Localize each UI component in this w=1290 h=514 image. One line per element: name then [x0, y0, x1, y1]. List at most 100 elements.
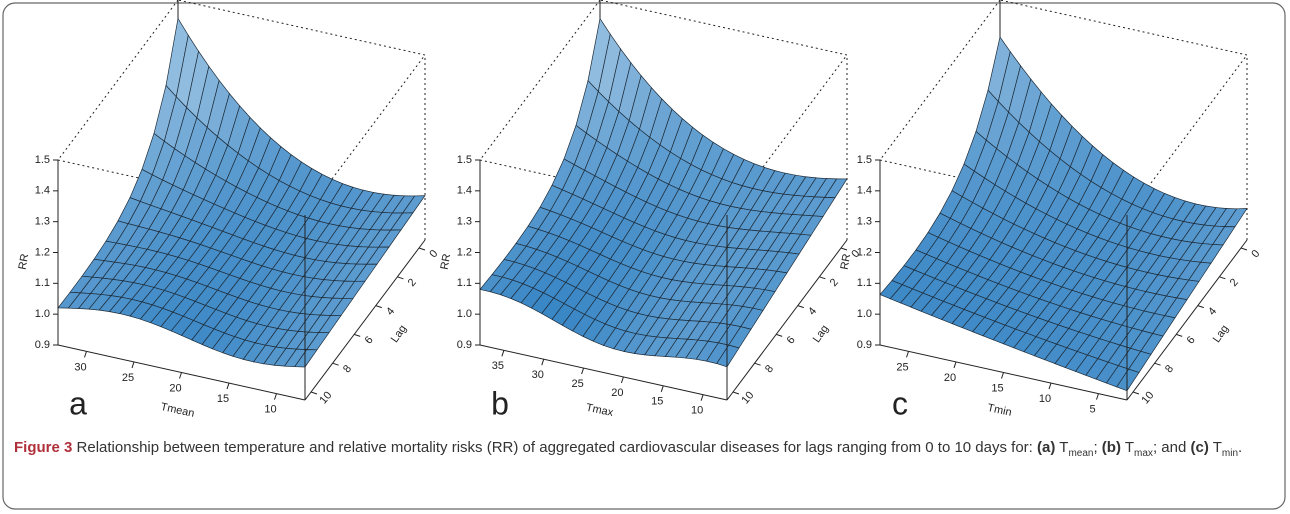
x-tick [501, 350, 505, 357]
x-tick [179, 372, 182, 379]
caption-text: Relationship between temperature and rel… [76, 439, 1033, 456]
x-tick-label: 35 [492, 360, 504, 372]
part-after: ; and [1152, 439, 1187, 456]
x-axis [479, 344, 728, 401]
z-tick-label: 1.3 [857, 216, 872, 228]
x-tick-label: 30 [74, 361, 86, 373]
lag-tick-label: 8 [1163, 363, 1176, 375]
lag-tick [819, 276, 826, 280]
lag-tick-label: 2 [828, 277, 841, 289]
part-subscript: mean [1068, 448, 1094, 459]
lag-tick [332, 362, 339, 366]
box-edge [1126, 54, 1248, 216]
surface-cell [1116, 368, 1140, 392]
lag-tick [732, 391, 740, 395]
z-tick-label: 0.9 [857, 339, 872, 351]
x-tick-label: 10 [264, 404, 276, 416]
x-tick-label: 15 [991, 382, 1003, 394]
lag-tick [754, 362, 761, 366]
caption-label: Figure 3 [14, 439, 73, 456]
caption-part: (c) Tmin. [1190, 439, 1242, 459]
box-edge [304, 54, 426, 216]
lag-tick-label: 8 [341, 363, 354, 375]
x-tick-label: 5 [1089, 404, 1095, 416]
box-edge [57, 0, 179, 161]
lag-tick [1154, 362, 1161, 366]
lag-tick-label: 2 [1228, 277, 1241, 289]
x-tick [906, 351, 909, 358]
part-subscript: max [1134, 448, 1153, 459]
x-tick-label: 25 [571, 378, 583, 390]
lag-axis-label: Lag [389, 323, 409, 345]
z-tick-label: 1.1 [857, 277, 872, 289]
box-edge [999, 0, 1248, 56]
lag-tick [840, 247, 848, 251]
x-tick-label: 25 [896, 361, 908, 373]
panel: 0.9 1.0 1.1 1.2 1.3 1.4 1.5 RR 25 20 15 10 5 Tmin 0 2 4 6… [839, 0, 1262, 421]
lag-tick [1197, 305, 1204, 309]
z-tick-label: 1.0 [457, 308, 472, 320]
caption: Figure 3 Relationship between temperatur… [14, 436, 1264, 466]
x-tick-label: 20 [169, 382, 181, 394]
lag-tick [776, 333, 783, 337]
lag-tick [1240, 247, 1248, 251]
lag-tick [1219, 276, 1226, 280]
z-tick-label: 1.3 [457, 216, 472, 228]
surface-cell [716, 344, 740, 368]
panel: 0.91.01.11.21.31.41.5RR353025201510Tmax0… [439, 0, 862, 421]
x-tick-label: 20 [611, 387, 623, 399]
lag-tick-label: 6 [785, 334, 798, 346]
x-tick [953, 361, 957, 369]
lag-tick [310, 391, 318, 395]
x-tick-label: 20 [944, 372, 956, 384]
x-tick [226, 382, 230, 390]
lag-tick-label: 10 [1139, 389, 1156, 406]
x-tick-label: 30 [532, 369, 544, 381]
x-tick-label: 25 [122, 372, 134, 384]
part-letter: (c) [1190, 439, 1209, 456]
lag-tick-label: 0 [1249, 248, 1262, 260]
lag-tick [397, 276, 404, 280]
panel-letter: c [892, 385, 908, 421]
x-tick-label: 10 [691, 405, 703, 417]
z-tick-label: 1.3 [35, 216, 50, 228]
panel-letter: a [69, 385, 87, 421]
lag-tick-label: 0 [427, 248, 440, 260]
x-tick [274, 393, 277, 400]
x-tick [1096, 393, 1099, 400]
z-tick-label: 1.1 [35, 277, 50, 289]
z-tick-label: 1.4 [457, 185, 472, 197]
lag-axis [304, 239, 426, 401]
caption-parts: (a) Tmean; (b) Tmax; and (c) Tmin. [1037, 439, 1242, 459]
z-axis-label: RR [839, 253, 854, 271]
x-tick [581, 367, 585, 375]
part-symbol: T [1124, 439, 1135, 456]
x-tick [700, 394, 704, 401]
lag-tick [1132, 391, 1140, 395]
part-after: ; [1093, 439, 1098, 456]
lag-axis [1126, 239, 1248, 401]
panel: 0.9 1.0 1.1 1.2 1.3 1.4 1.5 RR 30 25 20 15 10 Tmean 0 2… [17, 0, 440, 421]
box-edge [177, 0, 426, 56]
lag-tick-label: 10 [317, 389, 334, 406]
x-axis-label: Tmax [585, 402, 615, 420]
box-edge [879, 0, 1001, 161]
x-tick-label: 15 [651, 396, 663, 408]
x-axis-label: Tmin [986, 402, 1012, 419]
lag-tick-label: 8 [763, 363, 776, 375]
x-tick [660, 385, 664, 392]
part-letter: (b) [1101, 439, 1121, 456]
caption-part: (a) Tmean; [1037, 439, 1098, 459]
lag-tick-label: 4 [1206, 305, 1219, 317]
z-tick-label: 1.5 [857, 154, 872, 166]
z-tick-label: 1.5 [35, 154, 50, 166]
lag-tick-label: 2 [406, 277, 419, 289]
z-tick-label: 1.5 [457, 154, 472, 166]
lag-tick-label: 6 [363, 334, 376, 346]
part-symbol: T [1212, 439, 1222, 456]
surface-cell [294, 349, 318, 368]
lag-tick-label: 4 [806, 305, 819, 317]
lag-tick [418, 247, 426, 251]
box-edge [479, 0, 601, 161]
